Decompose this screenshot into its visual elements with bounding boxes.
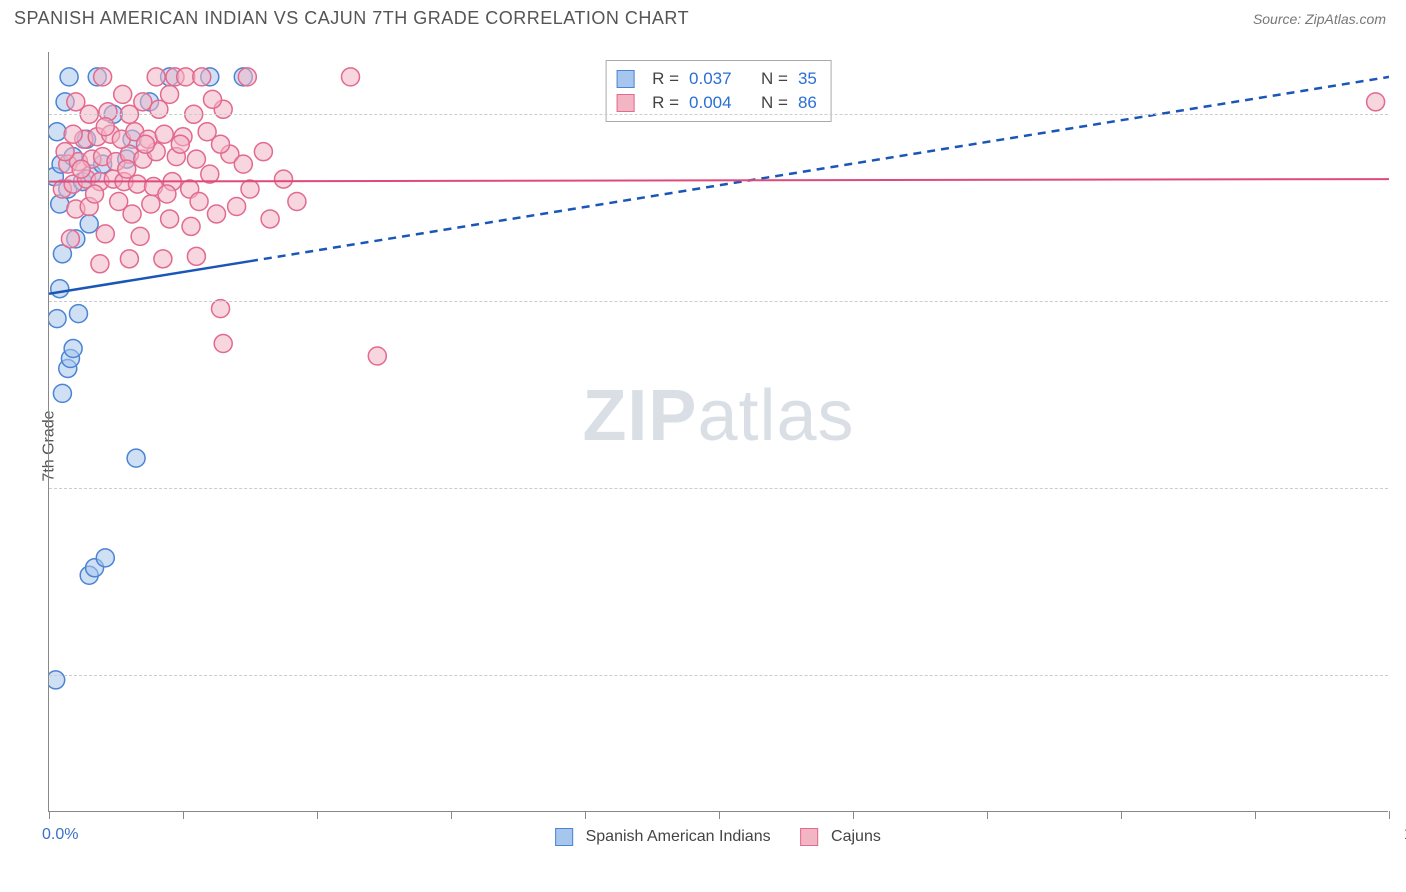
x-axis-min-label: 0.0% — [42, 826, 78, 844]
chart-container: ZIPatlas R = 0.037 N = 35 R = 0.004 N = … — [48, 52, 1388, 812]
correlation-legend-row-1: R = 0.004 N = 86 — [616, 91, 817, 115]
legend-swatch-0 — [555, 828, 573, 846]
grid-line — [49, 675, 1388, 676]
legend-label-1: Cajuns — [831, 828, 881, 845]
chart-title: SPANISH AMERICAN INDIAN VS CAJUN 7TH GRA… — [14, 8, 689, 29]
plot-area: ZIPatlas R = 0.037 N = 35 R = 0.004 N = … — [48, 52, 1388, 812]
chart-source: Source: ZipAtlas.com — [1253, 11, 1386, 27]
n-label: N = — [761, 93, 788, 113]
x-tick — [987, 811, 988, 819]
r-value-0: 0.037 — [689, 69, 741, 89]
x-tick — [853, 811, 854, 819]
n-value-0: 35 — [798, 69, 817, 89]
series-legend: Spanish American Indians Cajuns — [555, 828, 881, 846]
x-tick — [1255, 811, 1256, 819]
legend-swatch-pink — [616, 94, 634, 112]
legend-swatch-1 — [801, 828, 819, 846]
chart-svg — [49, 52, 1389, 812]
x-tick — [451, 811, 452, 819]
chart-header: SPANISH AMERICAN INDIAN VS CAJUN 7TH GRA… — [0, 0, 1406, 37]
grid-line — [49, 114, 1388, 115]
correlation-legend: R = 0.037 N = 35 R = 0.004 N = 86 — [605, 60, 832, 122]
correlation-legend-row-0: R = 0.037 N = 35 — [616, 67, 817, 91]
y-tick-label: 85.0% — [1396, 479, 1406, 497]
grid-line — [49, 301, 1388, 302]
x-tick — [1389, 811, 1390, 819]
y-tick-label: 100.0% — [1396, 105, 1406, 123]
x-tick — [183, 811, 184, 819]
x-tick — [719, 811, 720, 819]
legend-swatch-blue — [616, 70, 634, 88]
x-tick — [585, 811, 586, 819]
grid-line — [49, 488, 1388, 489]
x-tick — [317, 811, 318, 819]
r-label: R = — [652, 69, 679, 89]
y-tick-label: 92.5% — [1396, 292, 1406, 310]
r-label: R = — [652, 93, 679, 113]
legend-item-1: Cajuns — [801, 828, 881, 846]
legend-label-0: Spanish American Indians — [586, 828, 771, 845]
y-tick-label: 77.5% — [1396, 666, 1406, 684]
x-tick — [1121, 811, 1122, 819]
legend-item-0: Spanish American Indians — [555, 828, 770, 846]
x-tick — [49, 811, 50, 819]
n-label: N = — [761, 69, 788, 89]
n-value-1: 86 — [798, 93, 817, 113]
r-value-1: 0.004 — [689, 93, 741, 113]
